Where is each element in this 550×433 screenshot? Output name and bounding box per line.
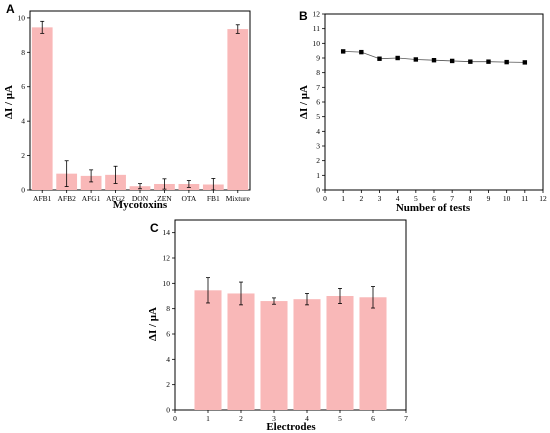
panel-b-ytick-label: 10	[313, 39, 321, 48]
panel-a-bar-chart: A Mycotoxins ΔI / μA 0 2 4 6 8 10 AFB1 AFB2 AFG1…	[3, 2, 251, 211]
panel-a-xtick-label: AFB1	[33, 194, 52, 203]
panel-a-ytick-label: 10	[18, 13, 26, 22]
panel-b-xlabel: Number of tests	[396, 202, 471, 214]
panel-b-xtick-label: 3	[378, 194, 382, 203]
panel-c-bar	[227, 293, 255, 410]
panel-b-ytick-label: 2	[316, 156, 320, 165]
panel-a-bar	[80, 175, 102, 190]
panel-b-xtick-label: 5	[414, 194, 418, 203]
panel-b-ytick-label: 7	[316, 83, 320, 92]
panel-c-ytick-label: 10	[163, 279, 171, 288]
panel-c-xtick-label: 1	[206, 414, 210, 423]
panel-b-xtick-label: 0	[323, 194, 327, 203]
panel-a-xtick-label: OTA	[181, 194, 196, 203]
panel-c-xtick-label: 6	[371, 414, 375, 423]
panel-b-data-point	[468, 59, 473, 64]
panel-b-data-point	[504, 59, 509, 65]
panel-c-ytick-label: 12	[163, 254, 171, 263]
panel-c-xtick-label: 2	[239, 414, 243, 423]
panel-a-ylabel: ΔI / μA	[3, 85, 15, 119]
panel-b-data-point	[340, 49, 346, 54]
panel-b-ytick-label: 0	[316, 186, 320, 195]
panel-a-xtick-label: AFB2	[57, 194, 76, 203]
panel-b-ytick-label: 9	[316, 54, 320, 63]
panel-c-xtick-label: 5	[338, 414, 342, 423]
panel-b-ytick-label: 12	[313, 10, 321, 19]
panel-a-ytick-label: 2	[21, 151, 25, 160]
panel-a-bar	[227, 29, 249, 191]
panel-b-xtick-label: 12	[539, 194, 547, 203]
panel-c-xtick-label: 4	[305, 414, 309, 423]
panel-b-ytick-label: 1	[316, 171, 320, 180]
panel-b-data-point	[395, 55, 400, 61]
panel-b-data-point	[377, 56, 382, 61]
panel-c-ytick-label: 8	[166, 304, 170, 313]
panel-b-xtick-label: 10	[503, 194, 511, 203]
panel-a-letter: A	[6, 2, 15, 16]
panel-b-letter: B	[299, 9, 308, 23]
panel-b-ytick-label: 4	[316, 127, 320, 136]
panel-b-plot-frame	[324, 13, 544, 191]
panel-a-ytick-label: 6	[21, 82, 25, 91]
panel-c-ylabel: ΔI / μA	[147, 307, 159, 341]
panel-a-xtick-label: ZEN	[157, 194, 172, 203]
panel-a-ytick-label: 8	[21, 48, 25, 57]
panel-c-ytick-label: 6	[166, 330, 170, 339]
panel-c-xtick-label: 7	[404, 414, 408, 423]
panel-b-xtick-label: 11	[521, 194, 528, 203]
panel-b-ylabel: ΔI / μA	[298, 85, 310, 119]
panel-b-xtick-label: 2	[359, 194, 363, 203]
panel-c-bar	[194, 290, 222, 410]
panel-b-xtick-label: 7	[450, 194, 454, 203]
panel-c-ytick-label: 2	[166, 380, 170, 389]
panel-b-xtick-label: 1	[341, 194, 345, 203]
panel-c-xlabel: Electrodes	[266, 421, 316, 433]
panel-c-bar	[359, 297, 387, 410]
panel-b-ytick-label: 8	[316, 68, 320, 77]
panel-a-xtick-label: AFG1	[82, 194, 101, 203]
panel-b-line-chart: B Number of tests ΔI / μA 01234567891011…	[298, 9, 547, 214]
panel-c-plot-frame	[174, 219, 407, 411]
panel-b-ytick-label: 3	[316, 142, 320, 151]
panel-b-xtick-label: 6	[432, 194, 436, 203]
panel-b-data-point	[413, 57, 419, 62]
panel-c-letter: C	[150, 221, 159, 235]
panel-a-xtick-label: FB1	[207, 194, 220, 203]
panel-c-bar	[326, 296, 354, 410]
panel-a-xtick-label: DON	[132, 194, 149, 203]
panel-a-ytick-label: 0	[21, 186, 25, 195]
panel-b-data-point	[449, 58, 455, 64]
panel-b-xtick-label: 8	[468, 194, 472, 203]
panel-c-xtick-label: 0	[173, 414, 177, 423]
panel-c-bar	[293, 299, 321, 410]
panel-b-xtick-label: 9	[487, 194, 491, 203]
panel-b-ytick-label: 11	[313, 24, 320, 33]
panel-b-ytick-label: 5	[316, 112, 320, 121]
panel-a-bar	[31, 27, 53, 190]
panel-a-plot-frame	[29, 10, 251, 191]
panel-b-data-point	[522, 60, 528, 65]
panel-c-bar	[260, 301, 288, 410]
panel-a-xtick-label: Mixture	[226, 194, 251, 203]
panel-c-xtick-label: 3	[272, 414, 276, 423]
panel-c-ytick-label: 4	[166, 355, 170, 364]
panel-c-ytick-label: 0	[166, 406, 170, 415]
panel-a-xlabel: Mycotoxins	[113, 199, 168, 211]
panel-b-data-point	[486, 59, 491, 64]
panel-b-data-point	[431, 58, 437, 63]
panel-b-data-point	[359, 49, 364, 55]
panel-b-ytick-label: 6	[316, 98, 320, 107]
panel-c-ytick-label: 14	[163, 228, 171, 237]
panel-a-ytick-label: 4	[21, 117, 25, 126]
panel-a-xtick-label: AFG2	[106, 194, 125, 203]
panel-b-xtick-label: 4	[396, 194, 400, 203]
